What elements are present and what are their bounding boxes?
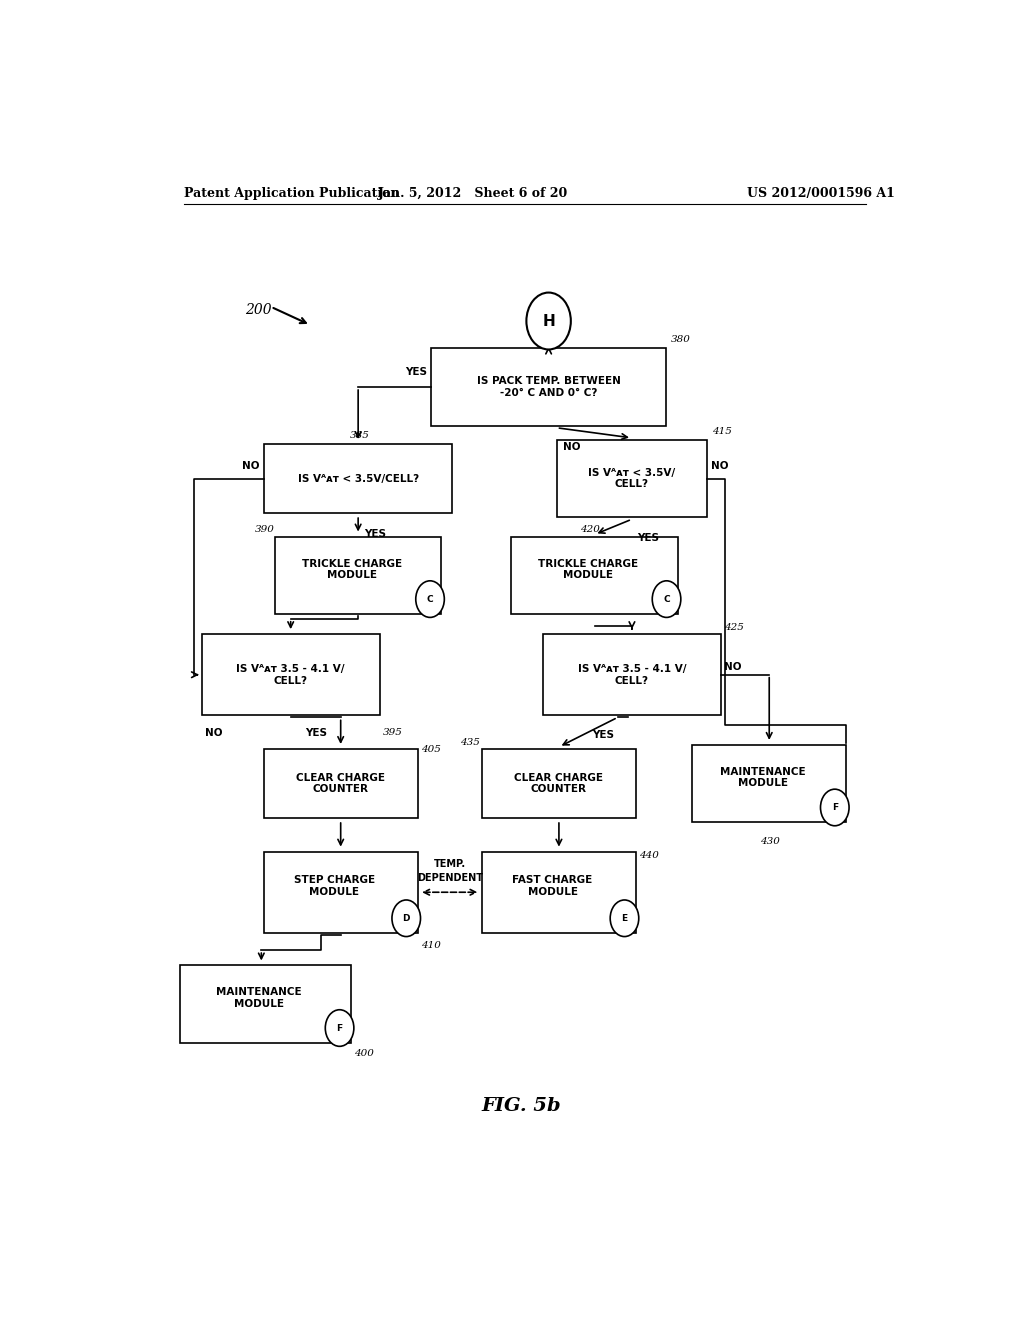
- Text: TRICKLE CHARGE
MODULE: TRICKLE CHARGE MODULE: [302, 558, 401, 579]
- Text: 395: 395: [383, 727, 402, 737]
- Text: 435: 435: [460, 738, 479, 747]
- FancyBboxPatch shape: [692, 744, 846, 822]
- Text: US 2012/0001596 A1: US 2012/0001596 A1: [748, 187, 895, 199]
- Text: H: H: [543, 314, 555, 329]
- Text: 420: 420: [581, 525, 600, 535]
- Circle shape: [526, 293, 570, 350]
- Text: 400: 400: [354, 1049, 374, 1057]
- Text: C: C: [664, 594, 670, 603]
- Text: NO: NO: [711, 462, 728, 471]
- Text: Jan. 5, 2012   Sheet 6 of 20: Jan. 5, 2012 Sheet 6 of 20: [378, 187, 568, 199]
- FancyBboxPatch shape: [543, 634, 721, 715]
- FancyBboxPatch shape: [202, 634, 380, 715]
- Circle shape: [392, 900, 421, 937]
- Text: IS Vᴬᴀᴛ < 3.5V/
CELL?: IS Vᴬᴀᴛ < 3.5V/ CELL?: [589, 467, 676, 490]
- Text: Patent Application Publication: Patent Application Publication: [183, 187, 399, 199]
- FancyBboxPatch shape: [264, 851, 418, 933]
- Circle shape: [610, 900, 639, 937]
- Text: IS Vᴬᴀᴛ 3.5 - 4.1 V/
CELL?: IS Vᴬᴀᴛ 3.5 - 4.1 V/ CELL?: [578, 664, 686, 685]
- Circle shape: [652, 581, 681, 618]
- Text: FIG. 5b: FIG. 5b: [481, 1097, 561, 1114]
- Text: MAINTENANCE
MODULE: MAINTENANCE MODULE: [216, 987, 302, 1008]
- Text: YES: YES: [365, 529, 386, 540]
- Text: TEMP.: TEMP.: [434, 859, 466, 869]
- Text: 430: 430: [760, 837, 779, 846]
- Text: CLEAR CHARGE
COUNTER: CLEAR CHARGE COUNTER: [514, 772, 603, 795]
- FancyBboxPatch shape: [179, 965, 351, 1043]
- Text: NO: NO: [724, 661, 741, 672]
- Text: 200: 200: [246, 302, 272, 317]
- Text: NO: NO: [563, 442, 581, 451]
- Circle shape: [416, 581, 444, 618]
- FancyBboxPatch shape: [482, 748, 636, 818]
- Text: NO: NO: [243, 462, 260, 471]
- FancyBboxPatch shape: [557, 440, 708, 517]
- Text: IS Vᴬᴀᴛ 3.5 - 4.1 V/
CELL?: IS Vᴬᴀᴛ 3.5 - 4.1 V/ CELL?: [237, 664, 345, 685]
- Text: DEPENDENT: DEPENDENT: [417, 873, 482, 883]
- Text: 410: 410: [421, 941, 440, 950]
- Text: D: D: [402, 913, 410, 923]
- FancyBboxPatch shape: [482, 851, 636, 933]
- FancyBboxPatch shape: [264, 444, 452, 513]
- FancyBboxPatch shape: [431, 348, 666, 426]
- Text: 415: 415: [712, 426, 732, 436]
- Text: NO: NO: [205, 727, 222, 738]
- Text: CLEAR CHARGE
COUNTER: CLEAR CHARGE COUNTER: [296, 772, 385, 795]
- Text: 385: 385: [350, 430, 370, 440]
- Text: FAST CHARGE
MODULE: FAST CHARGE MODULE: [512, 875, 593, 898]
- FancyBboxPatch shape: [274, 536, 441, 614]
- Text: YES: YES: [305, 727, 327, 738]
- Text: C: C: [427, 594, 433, 603]
- FancyBboxPatch shape: [264, 748, 418, 818]
- Text: 405: 405: [421, 744, 440, 754]
- Text: YES: YES: [593, 730, 614, 739]
- Text: TRICKLE CHARGE
MODULE: TRICKLE CHARGE MODULE: [539, 558, 638, 579]
- Text: IS PACK TEMP. BETWEEN
-20° C AND 0° C?: IS PACK TEMP. BETWEEN -20° C AND 0° C?: [476, 376, 621, 397]
- Text: 425: 425: [724, 623, 743, 632]
- Text: F: F: [831, 803, 838, 812]
- Text: 390: 390: [255, 525, 274, 535]
- Text: 440: 440: [639, 850, 659, 859]
- Text: MAINTENANCE
MODULE: MAINTENANCE MODULE: [720, 767, 806, 788]
- Text: E: E: [622, 913, 628, 923]
- Text: YES: YES: [637, 533, 658, 544]
- Text: STEP CHARGE
MODULE: STEP CHARGE MODULE: [294, 875, 375, 898]
- Circle shape: [820, 789, 849, 826]
- Text: F: F: [337, 1023, 343, 1032]
- Text: 380: 380: [671, 335, 691, 345]
- Text: IS Vᴬᴀᴛ < 3.5V/CELL?: IS Vᴬᴀᴛ < 3.5V/CELL?: [298, 474, 419, 483]
- Text: YES: YES: [406, 367, 427, 376]
- Circle shape: [326, 1010, 354, 1047]
- FancyBboxPatch shape: [511, 536, 678, 614]
